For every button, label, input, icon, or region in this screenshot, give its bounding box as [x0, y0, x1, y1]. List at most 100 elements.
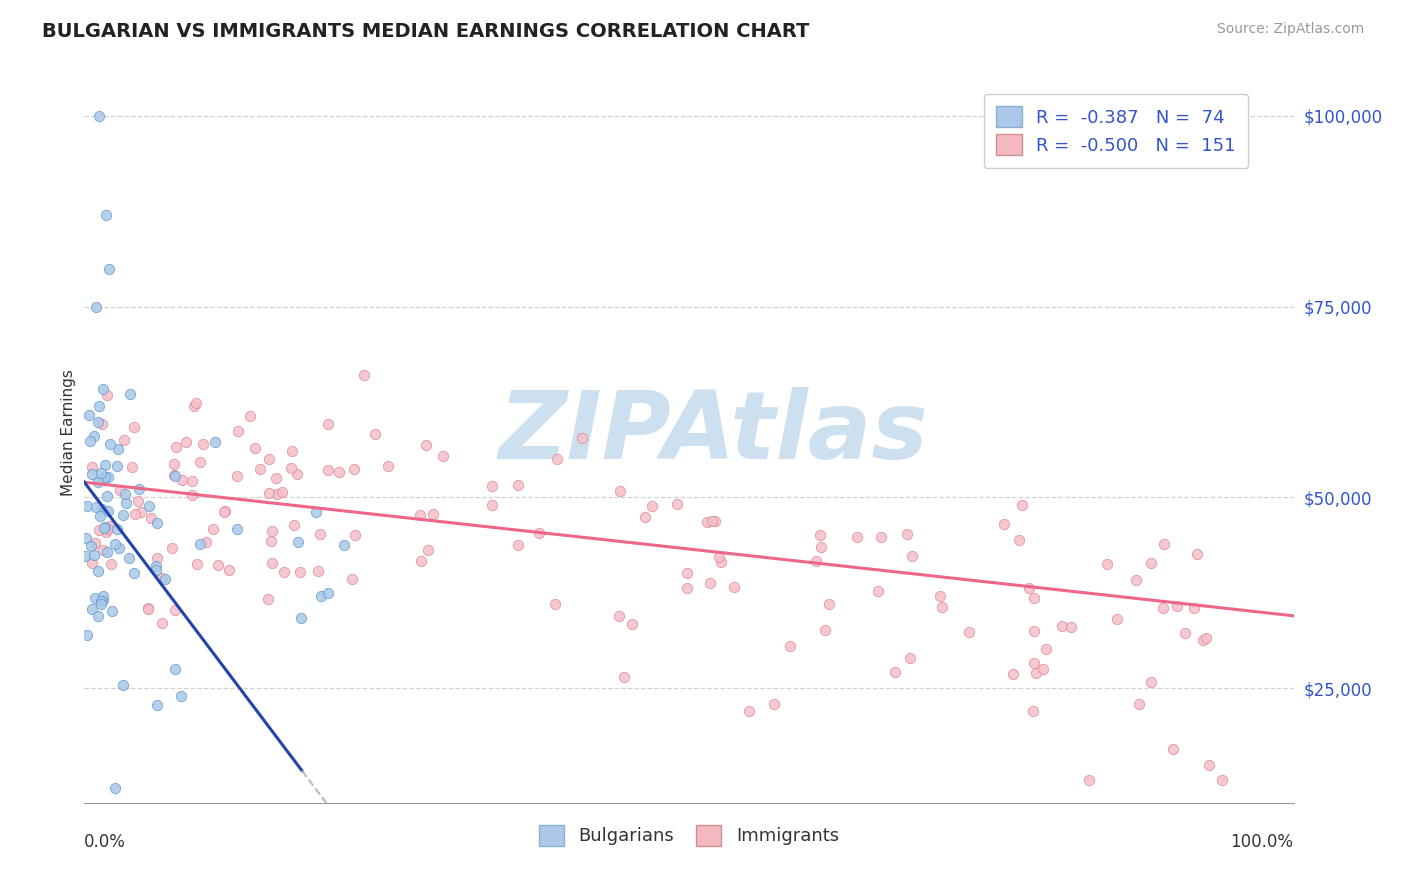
Point [97, 261, 120, 276]
Point [87, 475, 110, 489]
Point [1125, 574, 1147, 588]
Point [162, 468, 184, 483]
Point [1174, 625, 1197, 640]
Point [214, 504, 236, 518]
Point [257, 452, 280, 467]
Point [146, 516, 169, 531]
Point [121, 459, 143, 474]
Point [1022, 656, 1045, 670]
Point [1195, 631, 1218, 645]
Point [634, 509, 657, 524]
Point [700, 514, 723, 528]
Point [146, 550, 169, 565]
Point [80, 460, 103, 475]
Point [1140, 556, 1163, 570]
Point [957, 625, 980, 640]
Text: BULGARIAN VS IMMIGRANTS MEDIAN EARNINGS CORRELATION CHART: BULGARIAN VS IMMIGRANTS MEDIAN EARNINGS … [42, 22, 810, 41]
Point [699, 576, 721, 591]
Point [281, 444, 304, 458]
Point [544, 597, 567, 611]
Point [79, 434, 101, 448]
Point [75, 549, 97, 563]
Point [120, 386, 142, 401]
Text: 0.0%: 0.0% [84, 833, 127, 851]
Point [87, 399, 110, 413]
Point [201, 522, 224, 536]
Point [898, 651, 921, 665]
Point [928, 589, 950, 603]
Point [883, 665, 905, 680]
Point [1192, 633, 1215, 648]
Point [318, 586, 340, 600]
Point [163, 662, 186, 676]
Point [696, 515, 718, 529]
Point [117, 551, 139, 566]
Point [309, 526, 332, 541]
Point [91, 417, 114, 432]
Point [155, 572, 177, 586]
Point [620, 617, 643, 632]
Point [163, 468, 186, 483]
Point [112, 508, 135, 523]
Point [257, 485, 280, 500]
Point [87, 564, 110, 578]
Point [316, 417, 339, 431]
Point [150, 570, 173, 584]
Point [285, 467, 308, 482]
Point [546, 451, 568, 466]
Point [97, 522, 120, 536]
Point [845, 530, 868, 544]
Point [183, 399, 205, 413]
Point [100, 557, 122, 571]
Point [80, 602, 103, 616]
Point [128, 482, 150, 496]
Point [207, 558, 229, 573]
Point [226, 522, 249, 536]
Point [94, 470, 117, 484]
Point [309, 589, 332, 603]
Point [145, 559, 167, 574]
Point [94, 520, 117, 534]
Point [870, 529, 893, 543]
Point [1153, 537, 1175, 551]
Point [96, 524, 118, 539]
Point [675, 581, 697, 595]
Point [115, 496, 138, 510]
Point [105, 458, 128, 473]
Point [288, 565, 311, 579]
Point [110, 483, 132, 497]
Point [87, 109, 110, 123]
Point [1078, 772, 1101, 787]
Point [105, 522, 128, 536]
Point [82, 557, 104, 571]
Point [98, 519, 121, 533]
Point [307, 564, 329, 578]
Point [260, 556, 283, 570]
Point [333, 538, 356, 552]
Point [94, 458, 117, 472]
Point [87, 415, 110, 429]
Point [931, 599, 953, 614]
Point [343, 462, 366, 476]
Point [101, 604, 124, 618]
Point [96, 489, 118, 503]
Point [901, 549, 924, 564]
Point [666, 497, 689, 511]
Point [814, 624, 837, 638]
Point [186, 557, 208, 571]
Point [83, 549, 105, 563]
Point [165, 602, 187, 616]
Point [1198, 757, 1220, 772]
Point [84, 500, 107, 514]
Point [104, 537, 127, 551]
Point [868, 584, 890, 599]
Point [90, 502, 112, 516]
Point [506, 538, 529, 552]
Point [188, 537, 211, 551]
Point [260, 524, 283, 538]
Point [80, 539, 103, 553]
Point [104, 780, 127, 795]
Point [1095, 557, 1118, 571]
Point [377, 459, 399, 474]
Point [506, 477, 529, 491]
